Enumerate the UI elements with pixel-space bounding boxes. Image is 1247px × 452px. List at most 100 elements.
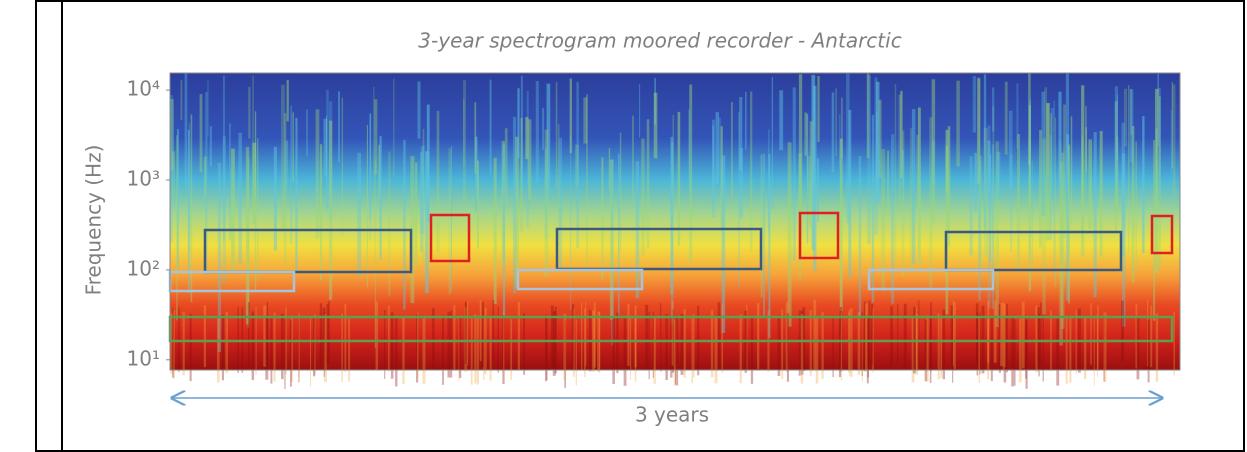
- streak: [348, 318, 351, 382]
- streak: [263, 305, 267, 367]
- streak: [947, 126, 951, 247]
- streak: [546, 83, 551, 198]
- streak: [1003, 316, 1007, 383]
- streak: [609, 159, 614, 320]
- streak: [450, 310, 453, 378]
- streak: [1096, 314, 1098, 377]
- streak: [617, 153, 620, 317]
- streak: [648, 311, 650, 380]
- streak: [718, 117, 721, 176]
- streak: [1050, 108, 1054, 201]
- streak: [676, 315, 679, 386]
- streak: [1069, 318, 1072, 383]
- streak: [1093, 318, 1095, 386]
- streak: [283, 113, 287, 265]
- streak: [809, 310, 812, 376]
- streak: [1040, 302, 1042, 365]
- streak: [798, 310, 801, 376]
- streak: [489, 316, 492, 381]
- streak: [432, 308, 435, 370]
- streak: [1085, 105, 1087, 198]
- streak: [1059, 140, 1061, 281]
- streak: [497, 306, 499, 373]
- streak: [646, 119, 650, 249]
- streak: [414, 162, 418, 266]
- streak: [871, 114, 875, 303]
- streak: [463, 99, 465, 168]
- streak: [866, 73, 870, 159]
- streak: [369, 113, 372, 219]
- streak: [1173, 311, 1175, 376]
- streak: [221, 314, 225, 381]
- streak: [757, 302, 760, 369]
- streak: [1070, 116, 1073, 223]
- box: [429, 213, 471, 263]
- streak: [881, 149, 886, 292]
- streak: [634, 305, 637, 368]
- streak: [911, 318, 915, 383]
- streak: [476, 160, 479, 249]
- streak: [1146, 300, 1149, 367]
- streak: [315, 109, 320, 239]
- streak: [222, 136, 227, 284]
- streak: [806, 114, 809, 244]
- streak: [1116, 94, 1119, 160]
- streak: [1066, 134, 1070, 301]
- streak: [1050, 113, 1052, 208]
- streak: [416, 314, 419, 383]
- streak: [746, 304, 748, 370]
- streak: [980, 155, 982, 271]
- streak: [1003, 303, 1006, 367]
- streak: [1114, 86, 1118, 185]
- streak: [1021, 301, 1025, 369]
- streak: [632, 115, 634, 201]
- streak: [901, 149, 904, 193]
- streak: [281, 84, 285, 228]
- streak: [670, 142, 674, 325]
- streak: [683, 309, 686, 378]
- streak: [172, 308, 174, 378]
- streak: [1093, 132, 1097, 298]
- streak: [448, 148, 452, 295]
- streak: [688, 109, 690, 193]
- streak: [721, 155, 726, 333]
- streak: [493, 157, 497, 304]
- streak: [199, 94, 203, 173]
- streak: [976, 312, 979, 376]
- streak: [583, 97, 588, 144]
- streak: [1046, 103, 1050, 175]
- streak: [1103, 316, 1105, 382]
- streak: [378, 144, 381, 201]
- streak: [286, 79, 289, 122]
- streak: [660, 303, 662, 372]
- streak: [535, 80, 539, 183]
- streak: [190, 114, 193, 303]
- streak: [945, 129, 949, 194]
- streak: [517, 301, 520, 371]
- streak: [1158, 87, 1161, 200]
- streak: [205, 92, 208, 276]
- streak: [474, 102, 477, 174]
- streak: [670, 316, 673, 378]
- streak: [216, 318, 220, 383]
- streak: [929, 315, 932, 383]
- streak: [771, 77, 774, 210]
- streak: [170, 95, 173, 243]
- streak: [848, 110, 852, 278]
- streak: [520, 75, 523, 190]
- streak: [341, 313, 343, 382]
- streak: [464, 301, 467, 364]
- streak: [850, 308, 853, 378]
- streak: [781, 309, 784, 380]
- streak: [1058, 91, 1062, 188]
- streak: [184, 73, 188, 191]
- streak: [309, 318, 312, 387]
- streak: [545, 314, 547, 382]
- streak: [325, 115, 328, 213]
- streak: [550, 305, 554, 369]
- streak: [1084, 315, 1087, 380]
- streak: [388, 305, 390, 372]
- streak: [653, 317, 656, 384]
- streak: [575, 144, 579, 187]
